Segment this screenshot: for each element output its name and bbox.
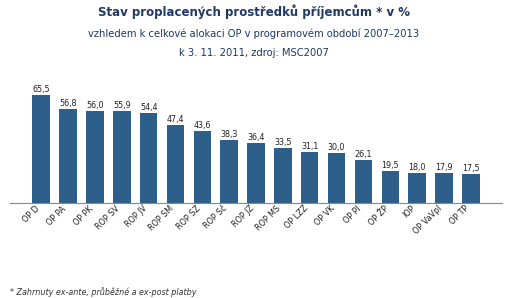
Bar — [382, 170, 399, 203]
Text: 19,5: 19,5 — [381, 161, 399, 170]
Bar — [86, 111, 103, 203]
Text: vzhledem k celkové alokaci OP v programovém období 2007–2013: vzhledem k celkové alokaci OP v programo… — [88, 28, 419, 39]
Bar — [409, 173, 426, 203]
Text: * Zahrnuty ex-ante, průběžné a ex-post platby: * Zahrnuty ex-ante, průběžné a ex-post p… — [10, 287, 197, 297]
Bar — [194, 131, 211, 203]
Text: 33,5: 33,5 — [274, 138, 292, 147]
Bar — [328, 153, 345, 203]
Bar — [167, 125, 184, 203]
Text: 56,8: 56,8 — [59, 99, 77, 108]
Bar — [113, 111, 130, 203]
Bar — [436, 173, 453, 203]
Text: 31,1: 31,1 — [301, 142, 318, 150]
Bar — [247, 143, 265, 203]
Text: Stav proplacených prostředků příjemcům * v %: Stav proplacených prostředků příjemcům *… — [97, 4, 410, 19]
Bar — [462, 174, 480, 203]
Text: k 3. 11. 2011, zdroj: MSC2007: k 3. 11. 2011, zdroj: MSC2007 — [178, 48, 329, 58]
Bar — [301, 152, 318, 203]
Text: 65,5: 65,5 — [32, 85, 50, 94]
Bar — [274, 148, 292, 203]
Text: 55,9: 55,9 — [113, 101, 131, 110]
Text: 30,0: 30,0 — [328, 143, 345, 152]
Text: 18,0: 18,0 — [409, 163, 426, 172]
Bar — [221, 140, 238, 203]
Text: 17,9: 17,9 — [435, 163, 453, 172]
Text: 36,4: 36,4 — [247, 133, 265, 142]
Text: 43,6: 43,6 — [194, 121, 211, 130]
Bar — [32, 95, 50, 203]
Text: 54,4: 54,4 — [140, 103, 157, 112]
Text: 38,3: 38,3 — [221, 130, 238, 139]
Text: 56,0: 56,0 — [86, 101, 103, 110]
Text: 26,1: 26,1 — [355, 150, 372, 159]
Bar — [59, 109, 77, 203]
Text: 47,4: 47,4 — [167, 115, 184, 124]
Bar — [140, 113, 157, 203]
Text: 17,5: 17,5 — [462, 164, 480, 173]
Bar — [355, 160, 372, 203]
